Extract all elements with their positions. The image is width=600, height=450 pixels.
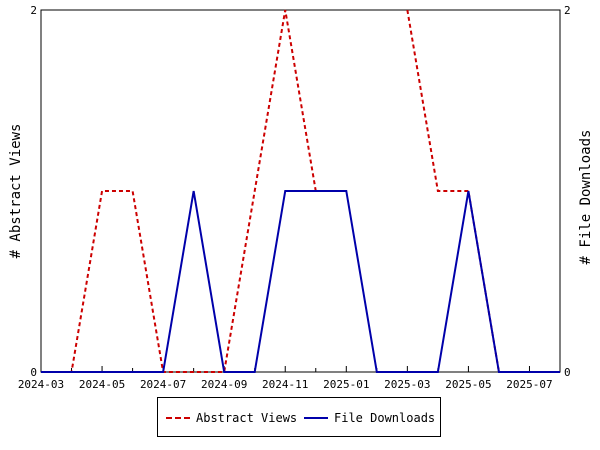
legend-label-file-downloads: File Downloads [334,411,436,425]
y-tick-label-right: 2 [564,4,571,17]
x-tick-label: 2025-07 [506,378,552,391]
legend-item-file-downloads: File Downloads [304,410,435,426]
y-tick-label-left: 0 [30,366,37,379]
series-line-abstract-views [41,9,317,373]
y-tick-label-left: 2 [30,4,37,17]
legend-item-abstract-views: Abstract Views [166,410,297,426]
x-axis-ticks: 2024-03 2024-05 2024-07 2024-09 2024-11 2025-… [18,366,561,391]
legend-swatch-file-downloads [304,417,328,419]
x-tick-label: 2025-01 [323,378,369,391]
legend-label-abstract-views: Abstract Views [196,411,298,425]
x-tick-label: 2024-11 [262,378,308,391]
x-tick-label: 2024-07 [140,378,186,391]
x-tick-label: 2025-05 [445,378,491,391]
x-tick-label: 2024-09 [201,378,247,391]
x-tick-label: 2024-05 [79,378,125,391]
legend-swatch-abstract-views [166,417,190,419]
series-line-file-downloads [41,190,560,373]
y-axis-label-right: # File Downloads [578,130,594,265]
x-tick-label: 2024-03 [18,378,64,391]
y-tick-label-right: 0 [564,366,571,379]
x-tick-label: 2025-03 [384,378,430,391]
y-axis-label-left: # Abstract Views [8,124,24,259]
legend: Abstract Views File Downloads [157,397,441,437]
series-layer [41,9,560,373]
y-axis-ticks: 0 0 2 2 [30,4,570,379]
